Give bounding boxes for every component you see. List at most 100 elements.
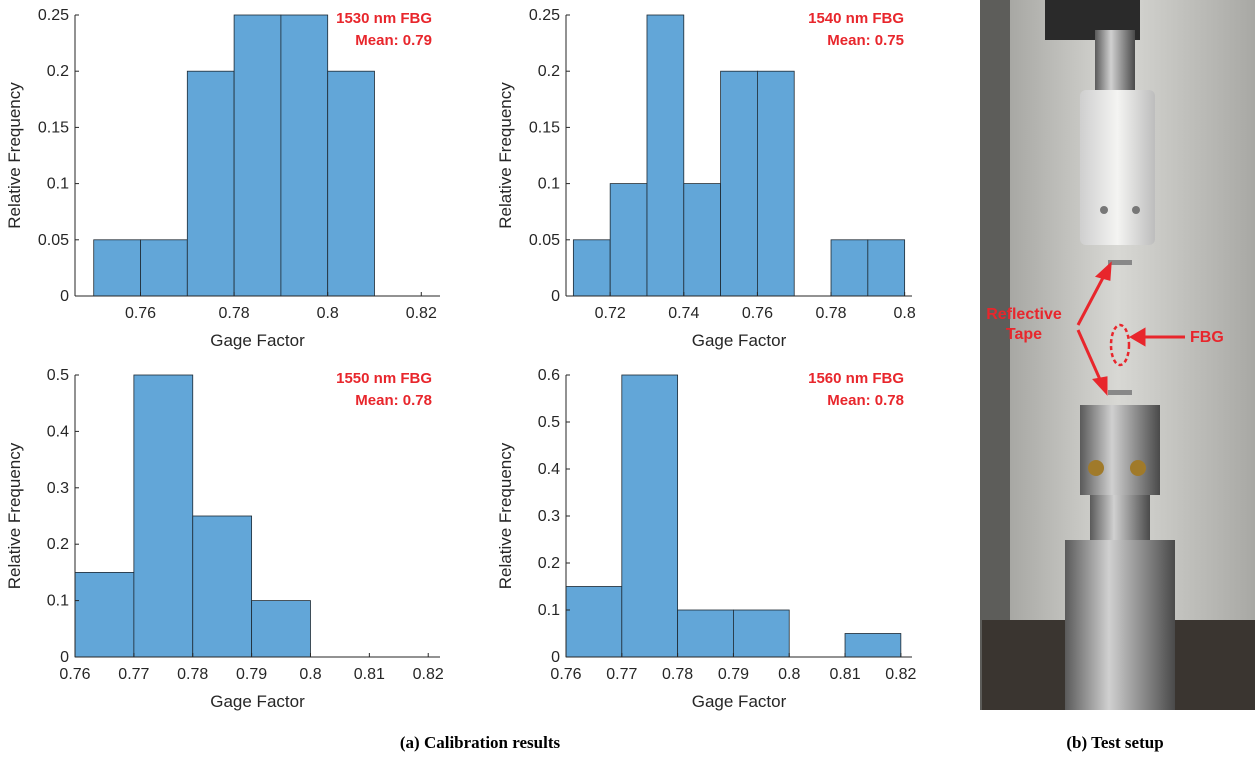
x-tick-label: 0.79 — [718, 666, 749, 683]
y-tick-label: 0.5 — [538, 414, 560, 431]
tape — [1108, 390, 1132, 395]
y-tick-label: 0.1 — [538, 602, 560, 619]
y-axis-label: Relative Frequency — [5, 442, 24, 589]
x-axis-label: Gage Factor — [210, 331, 305, 350]
y-tick-label: 0 — [60, 288, 69, 305]
y-tick-label: 0.3 — [538, 508, 560, 525]
x-tick-label: 0.72 — [595, 305, 626, 322]
bar — [280, 14, 329, 297]
y-tick-label: 0.4 — [47, 423, 69, 440]
x-tick-label: 0.78 — [662, 666, 693, 683]
bar — [233, 14, 282, 297]
upper-rod — [1095, 30, 1135, 95]
y-tick-label: 0.1 — [47, 593, 69, 610]
tape — [1108, 260, 1132, 265]
white-clamp — [1080, 90, 1155, 245]
x-tick-label: 0.76 — [125, 305, 156, 322]
chart: 0 0.05 0.1 0.15 0.2 0.25 0.76 0.78 0.8 0.82 Gage F… — [5, 7, 440, 350]
x-tick-label: 0.76 — [550, 666, 581, 683]
x-tick-label: 0.82 — [406, 305, 437, 322]
x-tick-label: 0.78 — [219, 305, 250, 322]
y-tick-label: 0.5 — [47, 367, 69, 384]
annotation: Mean: 0.78 — [827, 392, 904, 409]
bar — [192, 515, 253, 658]
bar — [844, 633, 902, 658]
bar — [683, 183, 721, 297]
bar — [327, 70, 375, 297]
photo: Reflective Tape FBG — [980, 0, 1255, 710]
y-tick-label: 0 — [60, 649, 69, 666]
x-tick-label: 0.78 — [177, 666, 208, 683]
arrowhead — [1129, 327, 1146, 347]
bar — [572, 239, 611, 297]
bar — [733, 609, 790, 658]
y-axis-label: Relative Frequency — [496, 82, 515, 229]
caption: (b) Test setup — [1066, 733, 1163, 752]
x-tick-label: 0.8 — [778, 666, 800, 683]
y-tick-label: 0.05 — [529, 232, 560, 249]
lower-rod — [1090, 495, 1150, 545]
chart: 0 0.05 0.1 0.15 0.2 0.25 0.72 0.74 0.76 0.78 0.8 Ga… — [496, 7, 916, 350]
x-tick-label: 0.8 — [299, 666, 321, 683]
y-tick-label: 0.25 — [38, 7, 69, 24]
bar — [140, 239, 188, 297]
y-tick-label: 0.2 — [538, 63, 560, 80]
annotation: 1530 nm FBG — [336, 10, 432, 27]
arrows — [1076, 261, 1185, 396]
x-tick-label: 0.77 — [606, 666, 637, 683]
bar — [830, 239, 869, 297]
x-tick-label: 0.74 — [668, 305, 699, 322]
bar — [757, 70, 795, 297]
x-tick-label: 0.78 — [815, 305, 846, 322]
annotation: Mean: 0.75 — [827, 32, 904, 49]
x-tick-label: 0.8 — [317, 305, 339, 322]
y-tick-label: 0.1 — [47, 176, 69, 193]
x-tick-label: 0.81 — [354, 666, 385, 683]
y-tick-label: 0.3 — [47, 480, 69, 497]
caption: (a) Calibration results — [400, 733, 561, 752]
y-tick-label: 0.25 — [529, 7, 560, 24]
x-tick-label: 0.81 — [829, 666, 860, 683]
x-axis-label: Gage Factor — [210, 692, 305, 711]
y-tick-label: 0.6 — [538, 367, 560, 384]
arrowhead — [1092, 376, 1108, 396]
x-tick-label: 0.82 — [885, 666, 916, 683]
arrow — [1076, 329, 1104, 385]
fbg-marker — [1109, 323, 1131, 367]
y-tick-label: 0.4 — [538, 461, 560, 478]
photo-label: Tape — [1006, 326, 1042, 343]
bar — [133, 374, 194, 658]
annotation: 1540 nm FBG — [808, 10, 904, 27]
lower-clamp — [1080, 405, 1160, 495]
bar — [621, 374, 679, 658]
bar — [74, 572, 135, 658]
x-tick-label: 0.77 — [118, 666, 149, 683]
y-axis-label: Relative Frequency — [5, 82, 24, 229]
photo-shadow — [980, 0, 1010, 710]
y-tick-label: 0.2 — [47, 63, 69, 80]
annotation: Mean: 0.79 — [355, 32, 432, 49]
y-tick-label: 0 — [551, 288, 560, 305]
bar — [93, 239, 141, 297]
annotation: 1550 nm FBG — [336, 370, 432, 387]
lower-base — [1065, 540, 1175, 710]
chart: 0 0.1 0.2 0.3 0.4 0.5 0.6 0.76 0.77 0.78 0.79 0.8 0.… — [496, 367, 917, 711]
x-tick-label: 0.82 — [413, 666, 444, 683]
screw — [1130, 460, 1146, 476]
screw — [1100, 206, 1108, 214]
y-axis-label: Relative Frequency — [496, 442, 515, 589]
bar — [646, 14, 685, 297]
x-axis-label: Gage Factor — [692, 692, 787, 711]
y-tick-label: 0.2 — [538, 555, 560, 572]
bar — [251, 600, 311, 658]
y-tick-label: 0.05 — [38, 232, 69, 249]
y-tick-label: 0.15 — [529, 119, 560, 136]
arrow — [1076, 271, 1108, 326]
arrowhead — [1094, 261, 1112, 281]
chart: 0 0.1 0.2 0.3 0.4 0.5 0.76 0.77 0.78 0.79 0.8 0.81 0… — [5, 367, 444, 711]
x-tick-label: 0.76 — [742, 305, 773, 322]
x-tick-label: 0.76 — [59, 666, 90, 683]
bar — [565, 586, 623, 658]
photo-label: FBG — [1190, 329, 1224, 346]
x-tick-label: 0.79 — [236, 666, 267, 683]
